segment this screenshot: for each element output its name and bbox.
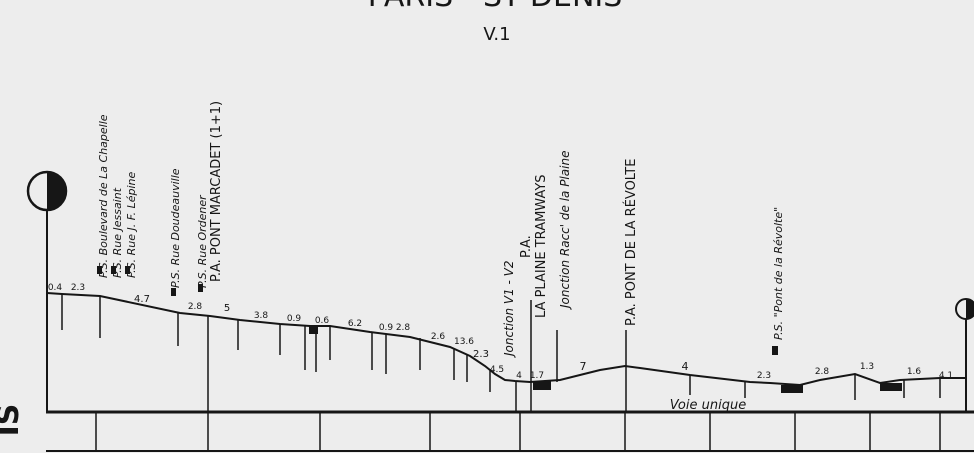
gradient-value: 0.6 xyxy=(315,316,330,326)
station-end-icon xyxy=(955,298,974,412)
annotation-label: P.A. PONT MARCADET (1+1) xyxy=(209,101,224,282)
gradient-value: 4 xyxy=(516,371,522,381)
annotation-label: Jonction V1 - V2 xyxy=(502,260,516,358)
annotation-label: P.S. Rue J. F. Lépine xyxy=(125,171,138,278)
annotation-label: Jonction Racc' de la Plaine xyxy=(558,151,572,310)
gradient-value: 2.6 xyxy=(431,332,446,342)
gradient-value: 2.8 xyxy=(188,302,203,312)
profile-block xyxy=(781,385,803,393)
gradient-value: 2.8 xyxy=(815,367,830,377)
annotation-label: LA PLAINE TRAMWAYS xyxy=(534,174,549,318)
annotation-label: P.S. Rue Jessaint xyxy=(111,187,124,278)
gradient-value: 2.8 xyxy=(396,323,411,333)
gradient-value: 2.3 xyxy=(757,371,771,381)
gradient-values: 0.4 2.3 4.7 2.8 5 3.8 0.9 0.6 6.2 0.9 2.… xyxy=(48,283,953,381)
gradient-value: 4.1 xyxy=(939,371,953,381)
track-number: V.1 xyxy=(483,24,510,45)
profile-block xyxy=(880,383,902,391)
gradient-value: 4 xyxy=(682,360,689,373)
profile-block xyxy=(309,326,318,334)
station-start-icon xyxy=(26,170,68,412)
gradient-profile-line xyxy=(46,292,966,387)
gradient-value: 4.5 xyxy=(490,365,504,375)
annotation-labels: P.S. Boulevard de La Chapelle P.S. Rue J… xyxy=(97,101,785,358)
annotation-label: P.S. Rue Doudeauville xyxy=(169,168,182,288)
annotation-label: P.A. xyxy=(519,235,534,258)
profile-block xyxy=(533,381,551,390)
gradient-value: 1.6 xyxy=(907,367,922,377)
profile-ticks xyxy=(61,294,941,451)
gradient-value: 1.7 xyxy=(530,371,544,381)
gradient-value: 5 xyxy=(224,303,230,314)
gradient-value: 0.4 xyxy=(48,283,63,293)
annotation-label: P.S. Boulevard de La Chapelle xyxy=(97,114,110,278)
annotation-label: P.A. PONT DE LA RÉVOLTE xyxy=(623,159,639,326)
diagram-title: PARIS - ST DENIS xyxy=(368,0,623,14)
marker-brackets xyxy=(97,266,778,355)
gradient-value: 7 xyxy=(580,360,587,373)
gradient-value: 2.3 xyxy=(473,349,489,360)
gradient-value: 3.8 xyxy=(254,311,269,321)
gradient-value: 4.7 xyxy=(134,294,150,305)
gradient-value: 2.3 xyxy=(71,283,85,293)
gradient-value: 13.6 xyxy=(454,337,474,347)
annotation-label: P.S. "Pont de la Révolte" xyxy=(772,207,785,340)
track-label: Voie unique xyxy=(670,398,746,413)
gradient-value: 0.9 xyxy=(287,314,302,324)
gradient-value: 1.3 xyxy=(860,362,874,372)
gradient-value: 0.9 xyxy=(379,323,394,333)
gradient-value: 6.2 xyxy=(348,319,362,329)
edge-label: IS xyxy=(0,404,26,437)
annotation-label: P.S. Rue Ordener xyxy=(196,194,209,288)
